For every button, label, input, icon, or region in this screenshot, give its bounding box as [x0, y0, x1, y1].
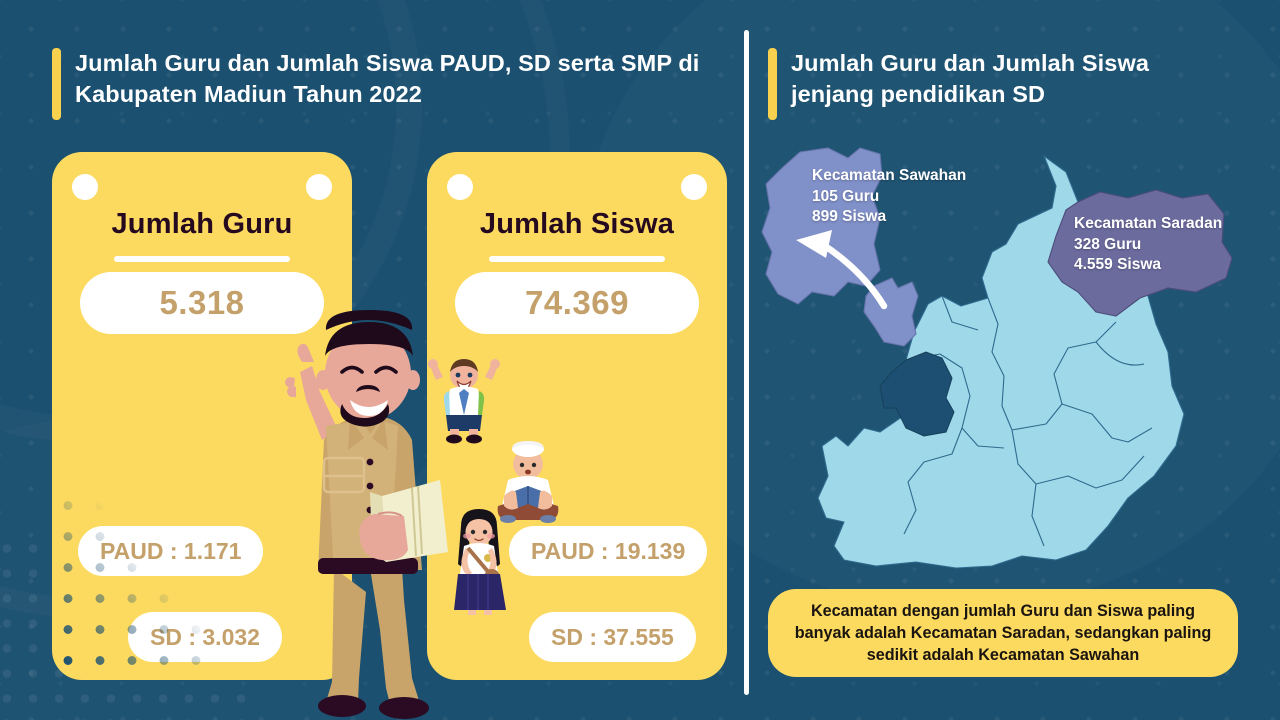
map-caption: Kecamatan dengan jumlah Guru dan Siswa p… — [768, 589, 1238, 678]
accent-bar-right — [768, 48, 777, 120]
card-siswa-item-paud-label: PAUD : 19.139 — [531, 537, 686, 564]
card-siswa-item-paud: PAUD : 19.139 — [509, 526, 708, 576]
map-label-sawahan-guru: 105 Guru — [812, 187, 880, 205]
map-label-saradan-siswa: 4.559 Siswa — [1074, 256, 1162, 274]
map-label-saradan-guru: 328 Guru — [1074, 235, 1142, 253]
card-siswa-rule — [489, 256, 665, 262]
punch-hole-right-icon — [306, 174, 332, 200]
card-guru-item-paud-label: PAUD : 1.171 — [100, 537, 242, 564]
student-quran-illustration — [497, 441, 559, 523]
card-siswa-item-sd: SD : 37.555 — [529, 612, 696, 662]
map-kabupaten-madiun: Kecamatan Sawahan 105 Guru 899 Siswa Kec… — [756, 146, 1256, 571]
accent-bar-left — [52, 48, 61, 120]
map-label-saradan-name: Kecamatan Saradan — [1074, 215, 1223, 232]
vertical-divider — [744, 30, 749, 695]
card-guru-rule — [114, 256, 290, 262]
student-girl-illustration — [454, 509, 506, 615]
card-siswa-title: Jumlah Siswa — [479, 208, 675, 240]
right-panel-title: Jumlah Guru dan Jumlah Siswa jenjang pen… — [791, 50, 1149, 108]
punch-hole-left-icon — [72, 174, 98, 200]
map-label-saradan: Kecamatan Saradan 328 Guru 4.559 Siswa — [1074, 214, 1222, 276]
card-siswa-item-sd-label: SD : 37.555 — [551, 623, 674, 650]
teacher-illustration — [285, 310, 448, 719]
card-guru-total-value: 5.318 — [159, 284, 245, 321]
map-label-sawahan-siswa: 899 Siswa — [812, 208, 887, 226]
map-region-saradan — [1047, 189, 1233, 317]
card-siswa-total-value: 74.369 — [525, 284, 629, 321]
left-panel-header: Jumlah Guru dan Jumlah Siswa PAUD, SD se… — [52, 48, 732, 120]
left-panel-title: Jumlah Guru dan Jumlah Siswa PAUD, SD se… — [75, 50, 700, 108]
map-arrow-to-sawahan — [818, 240, 888, 310]
card-guru-item-paud: PAUD : 1.171 — [78, 526, 264, 576]
map-arrow-head-icon — [796, 230, 832, 258]
map-svg — [761, 147, 1233, 569]
map-label-sawahan: Kecamatan Sawahan 105 Guru 899 Siswa — [812, 166, 966, 228]
right-panel-header: Jumlah Guru dan Jumlah Siswa jenjang pen… — [768, 48, 1238, 120]
punch-hole-left-icon — [447, 174, 473, 200]
card-guru-title: Jumlah Guru — [111, 208, 293, 240]
map-label-sawahan-name: Kecamatan Sawahan — [812, 167, 967, 184]
card-guru-item-sd-label: SD : 3.032 — [150, 623, 260, 650]
student-boy-illustration — [428, 359, 500, 444]
card-guru-item-sd: SD : 3.032 — [128, 612, 282, 662]
punch-hole-right-icon — [681, 174, 707, 200]
card-siswa-total-pill: 74.369 — [455, 272, 699, 334]
map-region-inset-dark — [879, 351, 955, 437]
card-guru-total-pill: 5.318 — [80, 272, 324, 334]
